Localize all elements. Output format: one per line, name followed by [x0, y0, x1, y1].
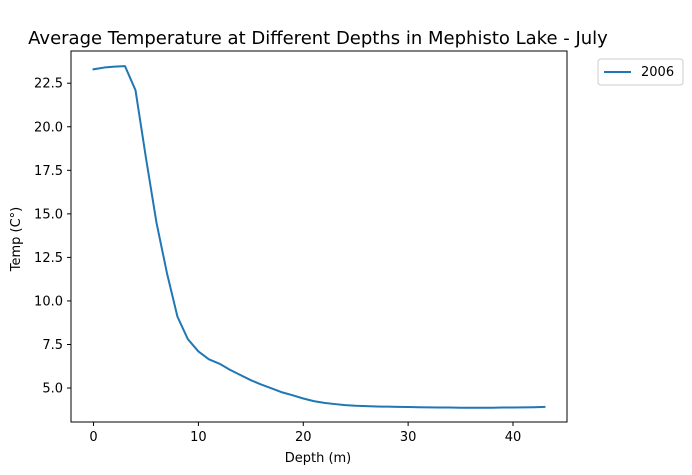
series-line-2006 — [92, 65, 546, 409]
legend-frame — [597, 58, 684, 86]
y-tick-label: 7.5 — [42, 338, 63, 353]
x-axis-label: Depth (m) — [285, 451, 352, 466]
x-tick-label: 10 — [190, 430, 207, 445]
y-tick-label: 22.5 — [34, 77, 63, 92]
x-tick-label: 20 — [295, 430, 312, 445]
y-tick-label: 15.0 — [34, 207, 63, 222]
y-axis-ticks: 5.0 7.5 10.0 12.5 15.0 17.5 20.0 22.5 — [34, 77, 71, 397]
x-tick-label: 30 — [400, 430, 417, 445]
y-tick-label: 12.5 — [34, 251, 63, 266]
y-tick-label: 5.0 — [42, 382, 63, 397]
series-layer — [92, 65, 546, 409]
plot-frame — [70, 50, 568, 423]
x-tick-label: 40 — [505, 430, 522, 445]
y-tick-label: 20.0 — [34, 120, 63, 135]
x-axis-ticks: 0 10 20 30 40 — [89, 422, 521, 445]
y-axis-label: Temp (C°) — [9, 207, 24, 273]
plot-area: 0 10 20 30 40 5.0 7.5 10.0 12.5 15.0 17.5 20.0 22.5 — [34, 50, 568, 445]
y-tick-label: 10.0 — [34, 294, 63, 309]
legend-label: 2006 — [641, 65, 674, 80]
chart-title: Average Temperature at Different Depths … — [28, 28, 608, 49]
x-tick-label: 0 — [89, 430, 97, 445]
y-tick-label: 17.5 — [34, 164, 63, 179]
legend: 2006 — [597, 58, 684, 86]
